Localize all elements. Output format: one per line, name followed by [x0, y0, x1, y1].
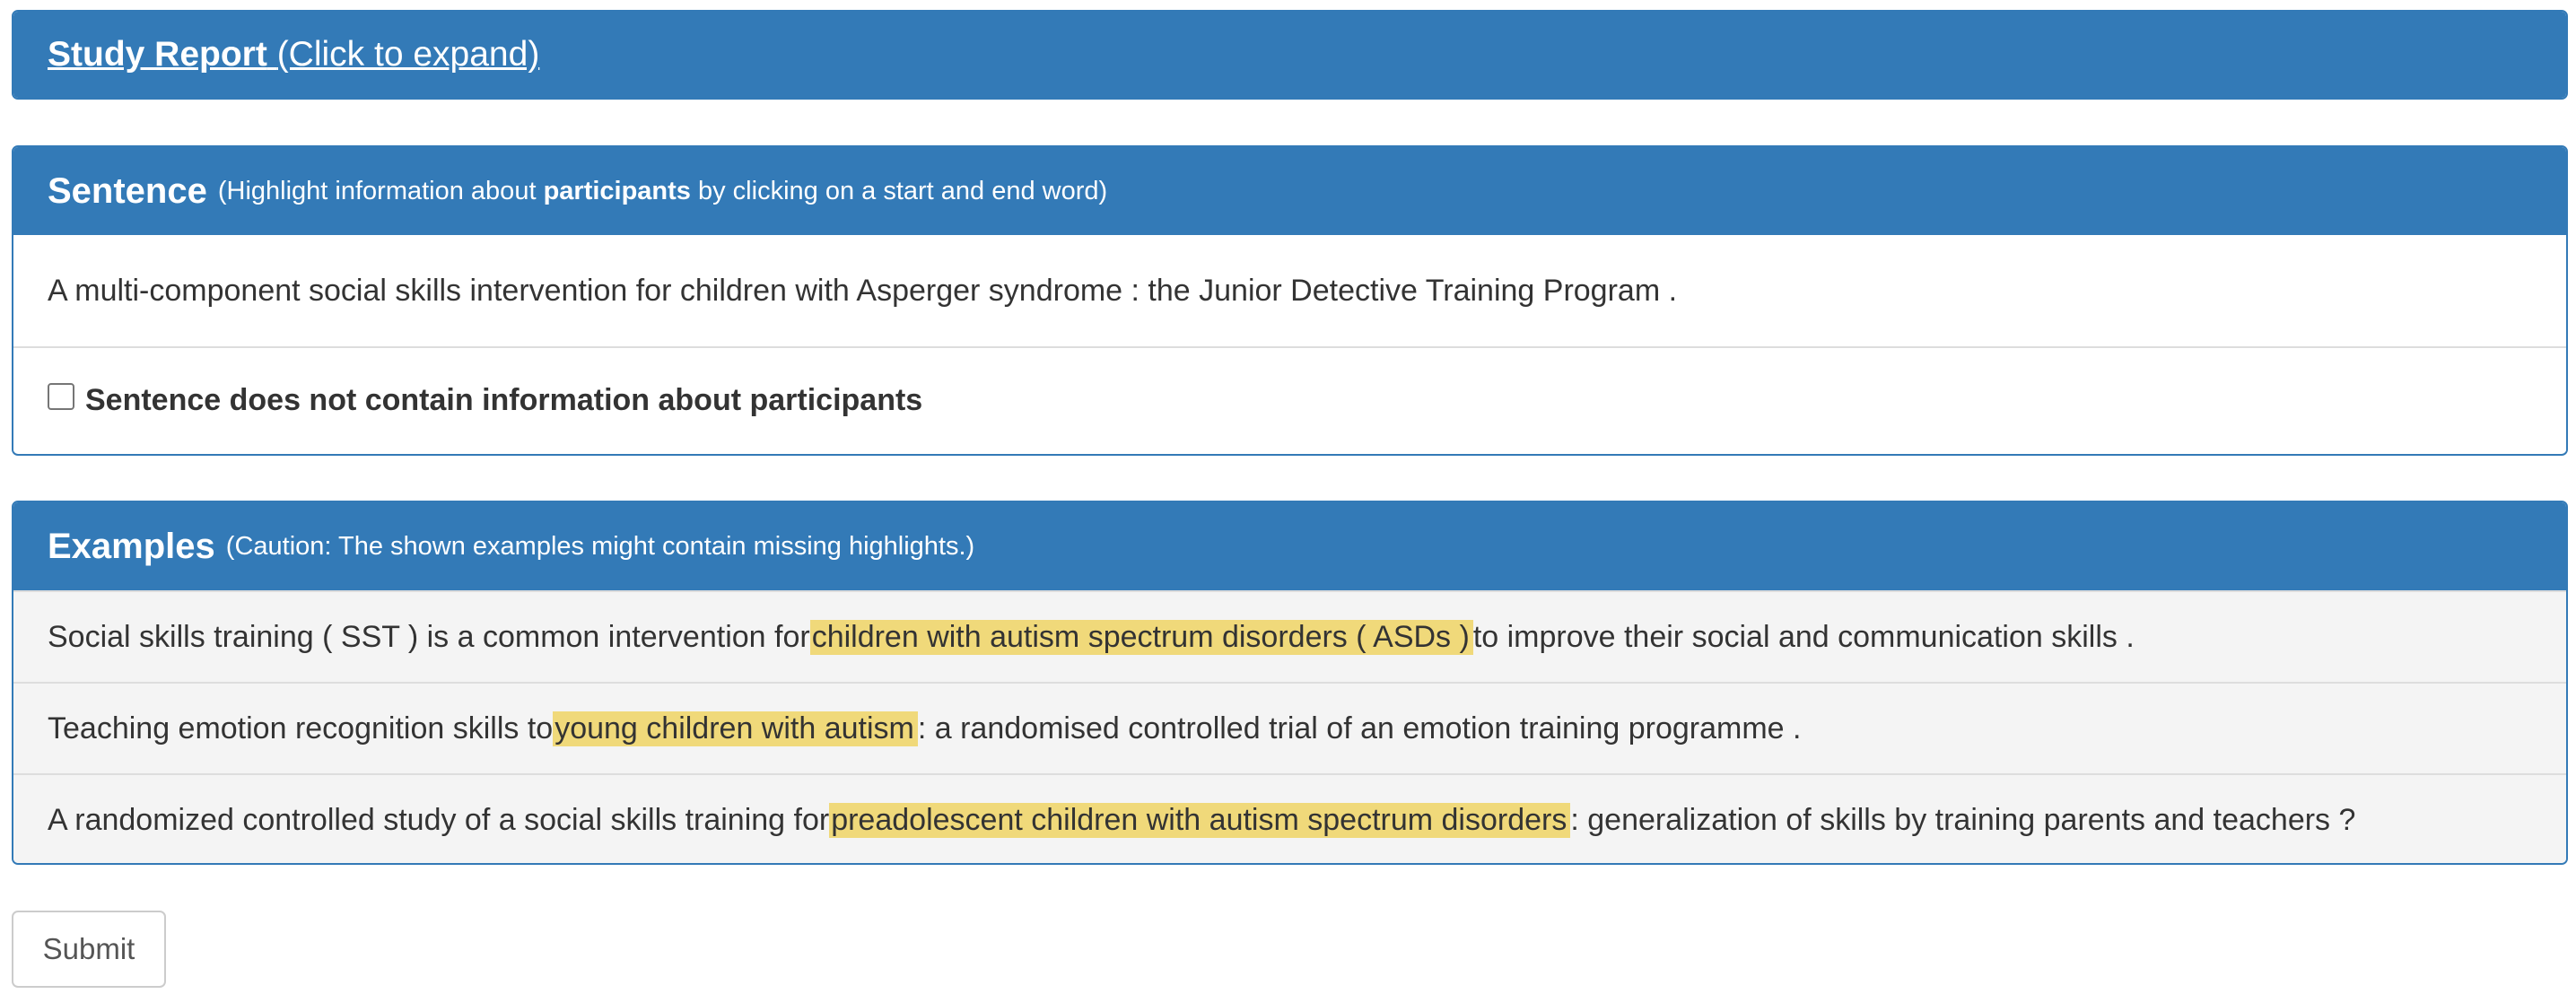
instruction-pre: (Highlight information about [217, 176, 544, 205]
examples-panel: Examples (Caution: The shown examples mi… [12, 501, 2568, 865]
study-report-panel: Study Report (Click to expand) [12, 10, 2568, 100]
examples-title: Examples [48, 526, 215, 566]
sentence-heading: Sentence (Highlight information about pa… [13, 147, 2566, 235]
study-report-heading[interactable]: Study Report (Click to expand) [13, 12, 2566, 98]
example-item: Teaching emotion recognition skills to y… [13, 682, 2566, 773]
no-info-checkbox-label[interactable]: Sentence does not contain information ab… [85, 382, 923, 417]
study-report-toggle-link[interactable]: Study Report (Click to expand) [48, 35, 539, 74]
examples-heading: Examples (Caution: The shown examples mi… [13, 502, 2566, 590]
example-text-before: A randomized controlled study of a socia… [48, 802, 830, 837]
submit-button[interactable]: Submit [12, 911, 166, 988]
example-text-after: to improve their social and communicatio… [1472, 619, 2135, 654]
sentence-text[interactable]: A multi-component social skills interven… [13, 235, 2566, 348]
example-highlight: young children with autism [553, 711, 918, 746]
no-info-checkbox-row: Sentence does not contain information ab… [13, 348, 2566, 452]
example-highlight: children with autism spectrum disorders … [809, 619, 1473, 655]
example-highlight: preadolescent children with autism spect… [829, 802, 1571, 838]
expand-hint: (Click to expand) [276, 35, 540, 74]
example-item: Social skills training ( SST ) is a comm… [13, 590, 2566, 682]
sentence-panel: Sentence (Highlight information about pa… [12, 145, 2568, 456]
example-item: A randomized controlled study of a socia… [13, 773, 2566, 863]
example-text-before: Teaching emotion recognition skills to [48, 711, 554, 746]
sentence-instruction: (Highlight information about participant… [218, 177, 1107, 206]
example-text-after: : generalization of skills by training p… [1570, 802, 2356, 837]
instruction-post: by clicking on a start and end word) [690, 176, 1108, 205]
example-text-after: : a randomised controlled trial of an em… [917, 711, 1802, 746]
examples-caution: (Caution: The shown examples might conta… [225, 531, 975, 561]
instruction-keyword: participants [543, 176, 691, 205]
no-info-checkbox[interactable] [48, 383, 74, 410]
sentence-title: Sentence [48, 170, 207, 211]
example-text-before: Social skills training ( SST ) is a comm… [48, 619, 810, 654]
study-report-title: Study Report [48, 35, 267, 74]
